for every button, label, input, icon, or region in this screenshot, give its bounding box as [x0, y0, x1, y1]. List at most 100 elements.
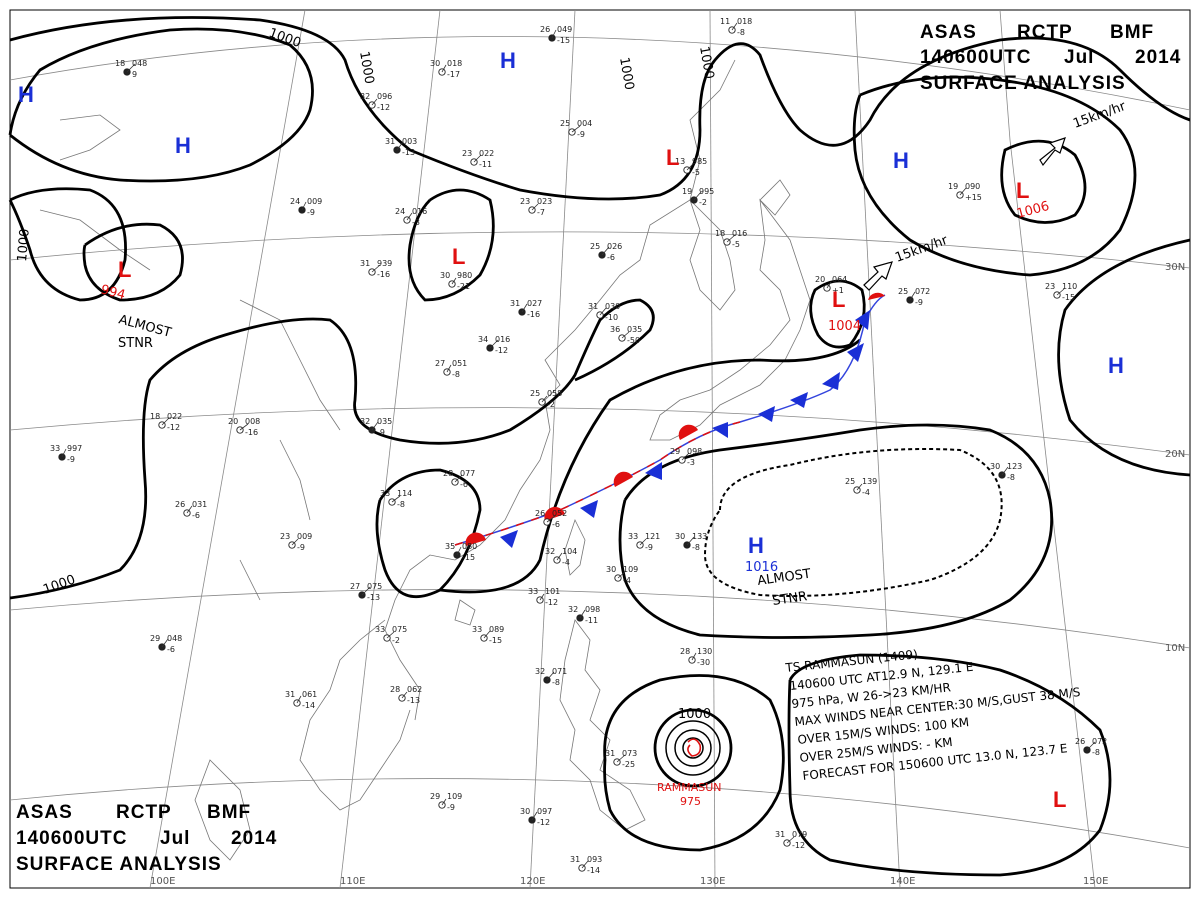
high-center: H — [500, 48, 516, 73]
station-tendency: -6 — [552, 520, 560, 529]
station-plot: 18 048 9 — [115, 59, 147, 79]
wind-barb-icon — [454, 474, 463, 483]
wind-barb-icon — [909, 291, 916, 301]
station-pressure: 023 — [537, 197, 552, 206]
low-center: L — [1053, 787, 1066, 812]
station-plot: 26 031 -6 — [175, 500, 207, 520]
station-temperature: 30 — [440, 271, 450, 280]
isobar-typhoon-outer — [603, 674, 785, 852]
station-temperature: 11 — [720, 17, 730, 26]
station-temperature: 24 — [290, 197, 300, 206]
station-tendency: -12 — [377, 103, 390, 112]
isobar-typhoon-ring-1 — [653, 708, 733, 788]
station-tendency: -8 — [737, 28, 745, 37]
station-temperature: 23 — [280, 532, 290, 541]
wind-barb-icon — [616, 754, 626, 763]
station-plot: 24 016 -3 — [395, 207, 427, 227]
station-pressure: 097 — [537, 807, 552, 816]
isobar-label: 1000 — [15, 228, 33, 262]
parallel-10n — [9, 589, 1191, 649]
cold-front-triangle — [758, 406, 775, 422]
station-plot: 35 080 -15 — [445, 542, 477, 562]
station-plot: 29 098 -3 — [670, 447, 702, 467]
warm-front-semicircle — [544, 506, 565, 521]
header-title: SURFACE ANALYSIS — [920, 73, 1126, 94]
station-temperature: 24 — [395, 207, 405, 216]
wind-barb-icon — [556, 552, 563, 561]
station-temperature: 30 — [990, 462, 1000, 471]
isobar-typhoon-ring-2 — [665, 720, 721, 776]
isobar-typhoon-ring-4 — [682, 737, 704, 759]
station-plot: 27 051 -8 — [435, 359, 467, 379]
station-temperature: 25 — [845, 477, 855, 486]
wind-barb-icon — [291, 538, 299, 546]
station-temperature: 31 — [285, 690, 295, 699]
cold-front-triangle — [847, 343, 864, 362]
station-tendency: -13 — [407, 696, 420, 705]
wind-barb-icon — [617, 570, 627, 579]
station-pressure: 071 — [552, 667, 567, 676]
motion-arrows — [863, 137, 1066, 291]
wind-barb-icon — [441, 64, 447, 73]
station-pressure: 049 — [557, 25, 572, 34]
lon-label: 120E — [520, 876, 545, 887]
cold-front-triangle — [822, 372, 840, 390]
wind-barb-icon — [451, 277, 457, 285]
wind-barb-icon — [239, 423, 249, 431]
wind-barb-icon — [546, 671, 555, 681]
station-tendency: -8 — [552, 678, 560, 687]
header-code: BMF — [1110, 22, 1154, 43]
wind-barb-icon — [521, 303, 528, 313]
station-plot: 25 004 -9 — [560, 119, 592, 139]
wind-barb-icon — [406, 212, 413, 221]
wind-barb-icon — [531, 203, 539, 211]
station-tendency: -12 — [495, 346, 508, 355]
coast-hainan — [454, 599, 476, 626]
wind-barb-icon — [301, 201, 307, 211]
cold-front-triangle — [500, 530, 518, 548]
station-tendency: -6 — [460, 480, 468, 489]
station-plot: 31 061 -14 — [285, 690, 317, 710]
station-temperature: 25 — [898, 287, 908, 296]
station-temperature: 18 — [715, 229, 725, 238]
header-month: Jul — [160, 828, 190, 849]
isobar-southwest — [375, 338, 861, 599]
wind-barb-icon — [959, 187, 967, 196]
station-tendency: -3 — [412, 218, 420, 227]
station-temperature: 26 — [175, 500, 185, 509]
station-temperature: 33 — [380, 489, 390, 498]
wind-barb-icon — [296, 695, 302, 704]
header-title: SURFACE ANALYSIS — [16, 854, 222, 875]
station-pressure: 089 — [489, 625, 504, 634]
station-plot: 34 016 -12 — [478, 335, 510, 355]
station-plot: 33 114 -8 — [380, 489, 412, 509]
station-temperature: 31 — [570, 855, 580, 864]
station-plot: 33 997 -9 — [50, 444, 82, 464]
station-plot: 33 101 -12 — [528, 587, 560, 607]
station-pressure: 016 — [495, 335, 510, 344]
station-plot: 32 098 -11 — [568, 605, 600, 625]
station-tendency: -12 — [537, 818, 550, 827]
station-plot: 31 027 -16 — [510, 299, 542, 319]
station-tendency: -13 — [367, 593, 380, 602]
low-center: L — [1016, 178, 1029, 203]
station-pressure: 980 — [457, 271, 472, 280]
high-center: H — [893, 148, 909, 173]
warm-front-semicircle — [868, 292, 885, 300]
wind-barb-icon — [401, 691, 408, 699]
station-plot: 25 026 -6 — [590, 242, 622, 262]
station-tendency: -30 — [697, 658, 710, 667]
station-temperature: 32 — [535, 667, 545, 676]
isobar-ring-north — [8, 27, 314, 183]
station-temperature: 18 — [115, 59, 125, 68]
cold-front-triangle — [645, 462, 662, 480]
station-temperature: 31 — [775, 830, 785, 839]
station-pressure: 003 — [402, 137, 417, 146]
meridian-120e — [529, 9, 576, 889]
wind-barb-icon — [539, 593, 545, 601]
station-pressure: 080 — [462, 542, 477, 551]
wind-barb-icon — [1056, 288, 1065, 296]
station-plot: 20 008 -16 — [228, 417, 260, 437]
station-temperature: 25 — [560, 119, 570, 128]
